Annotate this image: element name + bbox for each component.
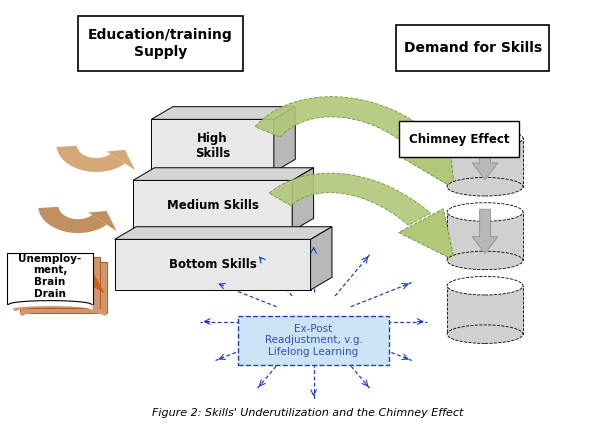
FancyBboxPatch shape bbox=[239, 316, 389, 365]
Text: Bottom Skills: Bottom Skills bbox=[169, 258, 256, 271]
Polygon shape bbox=[107, 150, 135, 170]
Polygon shape bbox=[15, 267, 93, 297]
Text: Figure 2: Skills' Underutilization and the Chimney Effect: Figure 2: Skills' Underutilization and t… bbox=[152, 408, 463, 418]
Polygon shape bbox=[255, 97, 435, 150]
FancyBboxPatch shape bbox=[14, 257, 100, 308]
Text: Chimney Effect: Chimney Effect bbox=[409, 133, 509, 146]
Text: Ex-Post
Readjustment, v.g.
Lifelong Learning: Ex-Post Readjustment, v.g. Lifelong Lear… bbox=[264, 324, 363, 357]
Polygon shape bbox=[311, 227, 332, 290]
Polygon shape bbox=[447, 138, 523, 187]
Polygon shape bbox=[472, 209, 498, 254]
Polygon shape bbox=[57, 146, 125, 172]
Polygon shape bbox=[447, 212, 523, 260]
Polygon shape bbox=[151, 107, 295, 119]
Polygon shape bbox=[133, 180, 292, 231]
Polygon shape bbox=[38, 207, 106, 233]
Polygon shape bbox=[274, 107, 295, 172]
Polygon shape bbox=[447, 286, 523, 334]
Text: Demand for Skills: Demand for Skills bbox=[403, 41, 542, 55]
Ellipse shape bbox=[447, 251, 523, 270]
FancyBboxPatch shape bbox=[399, 121, 518, 157]
Polygon shape bbox=[292, 168, 314, 231]
Ellipse shape bbox=[447, 129, 523, 148]
FancyBboxPatch shape bbox=[78, 16, 243, 71]
Text: Education/training
Supply: Education/training Supply bbox=[88, 28, 233, 59]
Polygon shape bbox=[114, 240, 311, 290]
Polygon shape bbox=[400, 133, 454, 189]
Text: Unemploy-
ment,
Brain
Drain: Unemploy- ment, Brain Drain bbox=[18, 254, 82, 298]
Polygon shape bbox=[269, 173, 430, 225]
Polygon shape bbox=[89, 211, 117, 231]
FancyBboxPatch shape bbox=[396, 25, 549, 71]
Polygon shape bbox=[151, 119, 274, 172]
Polygon shape bbox=[72, 271, 105, 293]
Polygon shape bbox=[472, 136, 498, 180]
Text: Medium Skills: Medium Skills bbox=[167, 199, 258, 212]
Text: High
Skills: High Skills bbox=[195, 132, 230, 160]
Polygon shape bbox=[399, 209, 454, 260]
Ellipse shape bbox=[447, 178, 523, 196]
Polygon shape bbox=[133, 168, 314, 180]
Ellipse shape bbox=[447, 325, 523, 343]
Polygon shape bbox=[114, 227, 332, 240]
Ellipse shape bbox=[447, 276, 523, 295]
FancyBboxPatch shape bbox=[20, 262, 106, 313]
FancyBboxPatch shape bbox=[7, 253, 93, 304]
Ellipse shape bbox=[447, 203, 523, 221]
